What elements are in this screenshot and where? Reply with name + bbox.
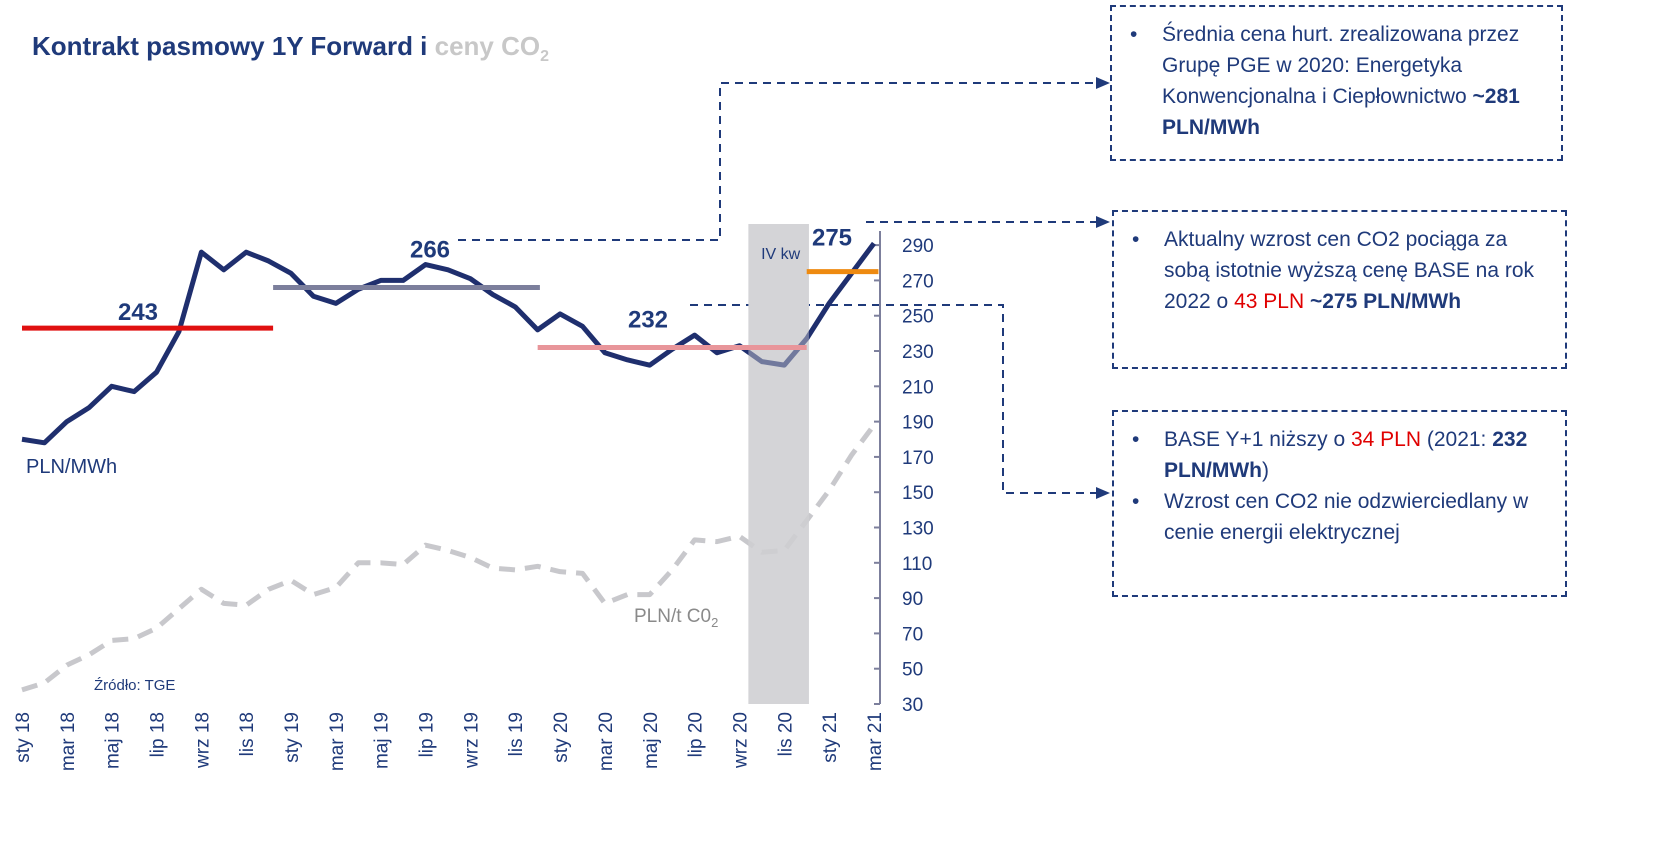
x-tick-label: lis 18 xyxy=(237,712,258,756)
series-label-run: 2 xyxy=(711,615,718,630)
x-tick-label: lip 18 xyxy=(148,712,169,757)
x-tick-label: wrz 20 xyxy=(730,712,751,769)
series-line xyxy=(21,423,876,693)
bullet: BASE Y+1 niższy o 34 PLN (2021: 232 PLN/… xyxy=(1132,424,1549,486)
y-tick-label: 110 xyxy=(902,554,932,575)
x-tick-label: lis 19 xyxy=(506,712,527,756)
level-label: 266 xyxy=(410,236,450,263)
series-label: PLN/t C02 xyxy=(634,606,718,630)
quarter-band xyxy=(748,224,809,704)
note-text: (2021: xyxy=(1421,428,1493,451)
connector xyxy=(690,304,1100,494)
y-tick-label: 90 xyxy=(902,589,923,610)
y-tick-label: 190 xyxy=(902,413,934,434)
band-label: IV kw xyxy=(761,246,801,263)
level-label: 232 xyxy=(628,306,668,333)
quarter-band-overlay xyxy=(748,224,809,704)
x-tick-label: mar 20 xyxy=(596,712,617,771)
title-run: 2 xyxy=(540,48,549,65)
note-text: ) xyxy=(1261,459,1269,482)
y-tick-label: 130 xyxy=(902,519,934,540)
series-label-run: PLN/t C0 xyxy=(634,606,711,627)
arrowheads xyxy=(1096,77,1110,499)
x-tick-label: wrz 19 xyxy=(461,712,482,769)
arrowhead xyxy=(1096,77,1110,89)
x-tick-label: wrz 18 xyxy=(192,712,213,769)
y-tick-label: 70 xyxy=(902,624,923,645)
x-tick-label: maj 19 xyxy=(372,712,393,769)
bullet: Aktualny wzrost cen CO2 pociąga za sobą … xyxy=(1132,224,1549,317)
bullets: BASE Y+1 niższy o 34 PLN (2021: 232 PLN/… xyxy=(1132,424,1549,548)
x-tick-label: sty 19 xyxy=(282,712,303,763)
x-tick-label: maj 18 xyxy=(103,712,124,769)
connectors xyxy=(458,82,1100,494)
x-tick-label: mar 18 xyxy=(58,712,79,771)
note-box: BASE Y+1 niższy o 34 PLN (2021: 232 PLN/… xyxy=(1112,410,1567,597)
x-tick-label: sty 20 xyxy=(551,712,572,763)
y-tick-label: 30 xyxy=(902,695,923,716)
bullet: Średnia cena hurt. zrealizowana przez Gr… xyxy=(1130,19,1545,143)
y-tick-label: 170 xyxy=(902,448,934,469)
chart-title: Kontrakt pasmowy 1Y Forward i ceny CO2 xyxy=(32,31,549,65)
note-box: Aktualny wzrost cen CO2 pociąga za sobą … xyxy=(1112,210,1567,369)
y-tick-label: 50 xyxy=(902,660,923,681)
x-tick-label: lip 20 xyxy=(686,712,707,757)
note-text: 34 PLN xyxy=(1350,428,1422,451)
connector xyxy=(458,82,1100,241)
note-text: 232 PLN/MWh xyxy=(1164,428,1528,482)
x-tick-label: sty 21 xyxy=(820,712,841,763)
arrowhead xyxy=(1096,487,1110,499)
bullets: Aktualny wzrost cen CO2 pociąga za sobą … xyxy=(1132,224,1549,317)
series-line xyxy=(21,241,876,446)
series-label: PLN/MWh xyxy=(26,456,117,478)
y-tick-label: 250 xyxy=(902,307,934,328)
title-run: ceny CO xyxy=(435,31,541,61)
y-tick-label: 150 xyxy=(902,483,934,504)
x-tick-label: lip 19 xyxy=(417,712,438,757)
y-tick-label: 290 xyxy=(902,236,934,257)
x-tick-label: mar 21 xyxy=(865,712,886,771)
level-label: 243 xyxy=(118,299,158,326)
arrowhead xyxy=(1096,216,1110,228)
y-tick-label: 230 xyxy=(902,342,934,363)
note-text: Średnia cena hurt. zrealizowana przez Gr… xyxy=(1162,23,1520,108)
x-tick-label: maj 20 xyxy=(641,712,662,769)
note-text: ~281 PLN/MWh xyxy=(1162,85,1520,139)
note-text: 43 PLN xyxy=(1234,290,1305,313)
level-label: 275 xyxy=(812,225,852,252)
y-tick-label: 270 xyxy=(902,271,934,292)
bullets: Średnia cena hurt. zrealizowana przez Gr… xyxy=(1130,19,1545,143)
bullet: Wzrost cen CO2 nie odzwierciedlany w cen… xyxy=(1132,486,1549,548)
note-text: BASE Y+1 niższy o xyxy=(1164,428,1351,451)
source: Źródło: TGE xyxy=(94,677,175,694)
note-text: Wzrost cen CO2 nie odzwierciedlany w cen… xyxy=(1164,490,1529,544)
title-run: Kontrakt pasmowy 1Y Forward i xyxy=(32,31,435,61)
note-text: ~275 PLN/MWh xyxy=(1309,290,1462,313)
note-box: Średnia cena hurt. zrealizowana przez Gr… xyxy=(1110,5,1563,161)
x-tick-label: sty 18 xyxy=(13,712,34,763)
note-text: Aktualny wzrost cen CO2 pociąga za sobą … xyxy=(1164,228,1535,313)
y-tick-label: 210 xyxy=(902,377,934,398)
x-tick-label: lis 20 xyxy=(775,712,796,756)
x-tick-label: mar 19 xyxy=(327,712,348,771)
